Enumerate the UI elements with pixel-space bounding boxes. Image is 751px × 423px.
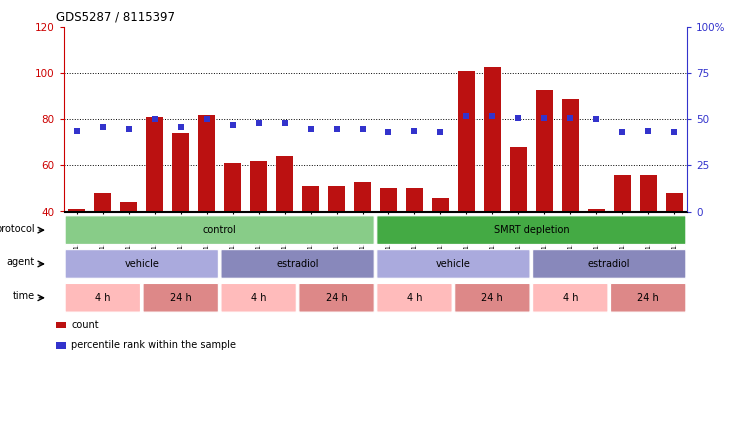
Bar (56, 342, 66, 349)
Text: control: control (203, 225, 237, 235)
Bar (302, 186, 319, 304)
Text: 24 h: 24 h (326, 293, 348, 303)
Bar (432, 198, 449, 304)
Point (227, 122, 239, 129)
Text: 24 h: 24 h (170, 293, 192, 303)
FancyBboxPatch shape (377, 283, 452, 312)
Point (305, 125, 317, 132)
Bar (225, 163, 241, 304)
Point (487, 113, 499, 119)
Point (409, 127, 421, 134)
Text: vehicle: vehicle (436, 259, 471, 269)
Bar (146, 117, 163, 304)
Bar (406, 189, 423, 304)
Bar (95, 193, 111, 304)
Bar (120, 202, 137, 304)
Text: time: time (13, 291, 35, 301)
Text: 4 h: 4 h (251, 293, 267, 303)
Bar (354, 181, 371, 304)
Point (252, 120, 264, 126)
Bar (640, 175, 656, 304)
FancyBboxPatch shape (65, 216, 374, 244)
Bar (172, 133, 189, 304)
FancyBboxPatch shape (532, 250, 686, 278)
Text: 4 h: 4 h (407, 293, 422, 303)
Point (564, 114, 576, 121)
Bar (458, 71, 475, 304)
Bar (614, 175, 631, 304)
Text: vehicle: vehicle (125, 259, 159, 269)
Point (279, 120, 291, 126)
Bar (665, 193, 683, 304)
FancyBboxPatch shape (221, 283, 297, 312)
Text: estradiol: estradiol (276, 259, 319, 269)
FancyBboxPatch shape (611, 283, 686, 312)
Bar (562, 99, 579, 304)
Point (512, 114, 524, 121)
Bar (276, 157, 293, 304)
Point (382, 129, 394, 136)
Bar (536, 90, 553, 304)
Bar (510, 147, 526, 304)
Bar (328, 186, 345, 304)
Text: 24 h: 24 h (481, 293, 503, 303)
FancyBboxPatch shape (377, 216, 686, 244)
FancyBboxPatch shape (65, 283, 140, 312)
Point (357, 125, 369, 132)
Text: protocol: protocol (0, 224, 35, 233)
Text: 4 h: 4 h (95, 293, 110, 303)
Text: agent: agent (7, 258, 35, 267)
FancyBboxPatch shape (377, 250, 530, 278)
Point (617, 129, 629, 136)
Point (668, 129, 680, 136)
Bar (68, 209, 86, 304)
FancyBboxPatch shape (532, 283, 608, 312)
Point (642, 127, 654, 134)
Bar (588, 209, 605, 304)
Point (590, 116, 602, 123)
Bar (250, 161, 267, 304)
Text: SMRT depletion: SMRT depletion (493, 225, 569, 235)
Bar (198, 115, 215, 304)
FancyBboxPatch shape (65, 250, 219, 278)
Bar (484, 66, 501, 304)
FancyBboxPatch shape (454, 283, 530, 312)
Point (330, 125, 342, 132)
Bar (56, 322, 66, 329)
Point (122, 125, 134, 132)
Point (434, 129, 446, 136)
Point (71, 127, 83, 134)
Point (149, 116, 161, 123)
Point (201, 116, 213, 123)
Text: estradiol: estradiol (588, 259, 631, 269)
Text: GDS5287 / 8115397: GDS5287 / 8115397 (56, 10, 175, 23)
FancyBboxPatch shape (221, 250, 374, 278)
Bar (380, 189, 397, 304)
Point (460, 113, 472, 119)
Point (538, 114, 550, 121)
Text: count: count (71, 320, 99, 330)
Text: 24 h: 24 h (638, 293, 659, 303)
FancyBboxPatch shape (299, 283, 374, 312)
Point (175, 124, 187, 130)
Point (97, 124, 109, 130)
Text: percentile rank within the sample: percentile rank within the sample (71, 340, 237, 350)
FancyBboxPatch shape (143, 283, 219, 312)
Text: 4 h: 4 h (562, 293, 578, 303)
